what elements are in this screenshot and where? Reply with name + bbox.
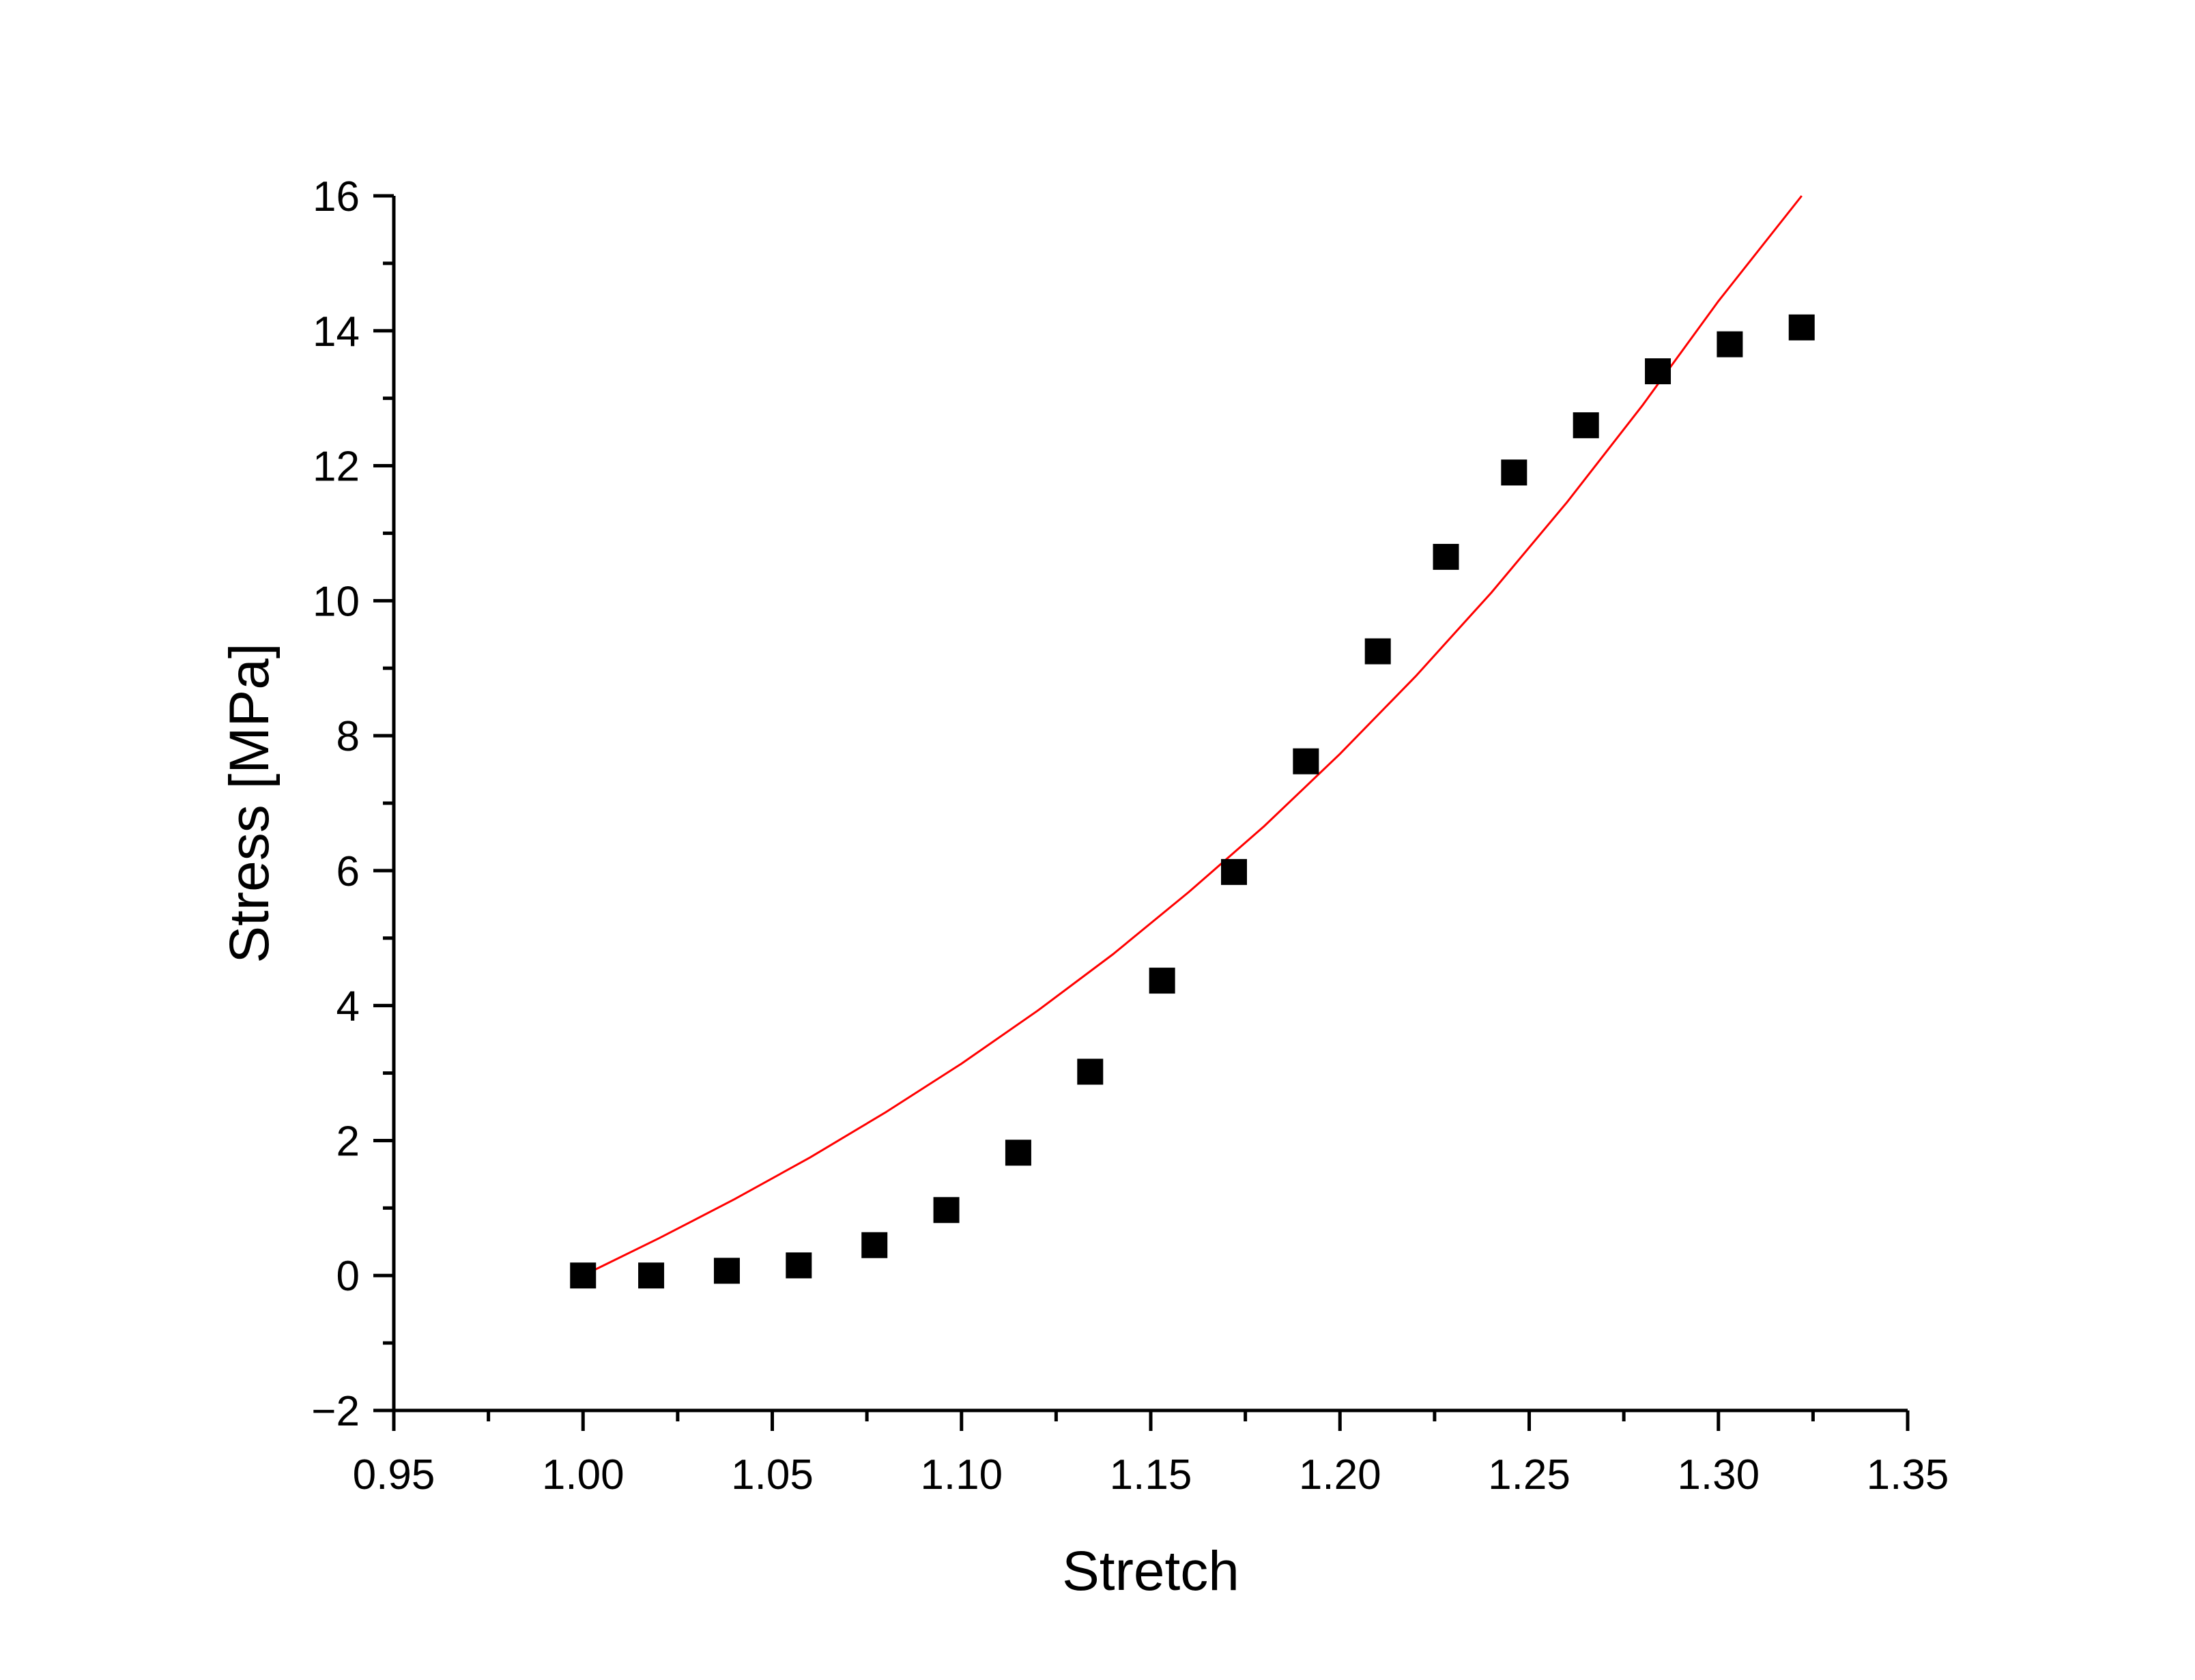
x-tick-label: 1.30: [1677, 1451, 1760, 1498]
data-points: [570, 314, 1815, 1289]
fit-curve: [582, 195, 1803, 1277]
x-tick-label: 1.20: [1299, 1451, 1381, 1498]
data-point: [1433, 544, 1459, 570]
x-tick-label: 1.05: [731, 1451, 814, 1498]
data-point: [1364, 638, 1391, 665]
axes: [392, 196, 1908, 1413]
y-tick-label: 6: [336, 848, 360, 895]
data-point: [861, 1232, 888, 1258]
y-tick-label: 0: [336, 1253, 360, 1300]
x-tick-label: 1.10: [920, 1451, 1003, 1498]
y-axis-title: Stress [MPa]: [218, 643, 281, 963]
data-point: [570, 1262, 597, 1289]
data-point: [1005, 1140, 1031, 1166]
y-tick-label: 12: [313, 444, 360, 491]
data-point: [1149, 968, 1175, 994]
y-ticks: −2 0 2 4 6 8 10 12 14 16: [311, 173, 394, 1435]
data-point: [1077, 1058, 1104, 1085]
x-tick-label: 1.15: [1110, 1451, 1192, 1498]
x-tick-label: 1.25: [1488, 1451, 1570, 1498]
y-tick-label: 16: [313, 173, 360, 220]
data-point: [1573, 412, 1599, 439]
data-point: [713, 1258, 740, 1284]
fit-curve-group: [582, 195, 1803, 1277]
data-point: [638, 1262, 665, 1289]
data-point: [933, 1197, 960, 1223]
data-point: [1293, 748, 1319, 774]
y-tick-label: 4: [336, 983, 360, 1030]
x-axis-title: Stretch: [1062, 1540, 1239, 1602]
data-point: [1788, 314, 1815, 341]
x-tick-label: 0.95: [353, 1451, 435, 1498]
y-tick-label: 8: [336, 713, 360, 760]
data-point: [1717, 331, 1743, 358]
x-tick-label: 1.00: [542, 1451, 625, 1498]
x-tick-label: 1.35: [1867, 1451, 1949, 1498]
data-point: [786, 1252, 812, 1279]
y-tick-label: 14: [313, 308, 360, 356]
y-tick-label: −2: [311, 1388, 360, 1435]
data-point: [1645, 358, 1672, 385]
y-tick-label: 10: [313, 578, 360, 625]
x-ticks: 0.95 1.00 1.05 1.10 1.15 1.20 1.25 1.30 1.35: [353, 1410, 1949, 1498]
data-point: [1501, 459, 1527, 486]
y-tick-label: 2: [336, 1118, 360, 1165]
data-point: [1220, 858, 1247, 885]
